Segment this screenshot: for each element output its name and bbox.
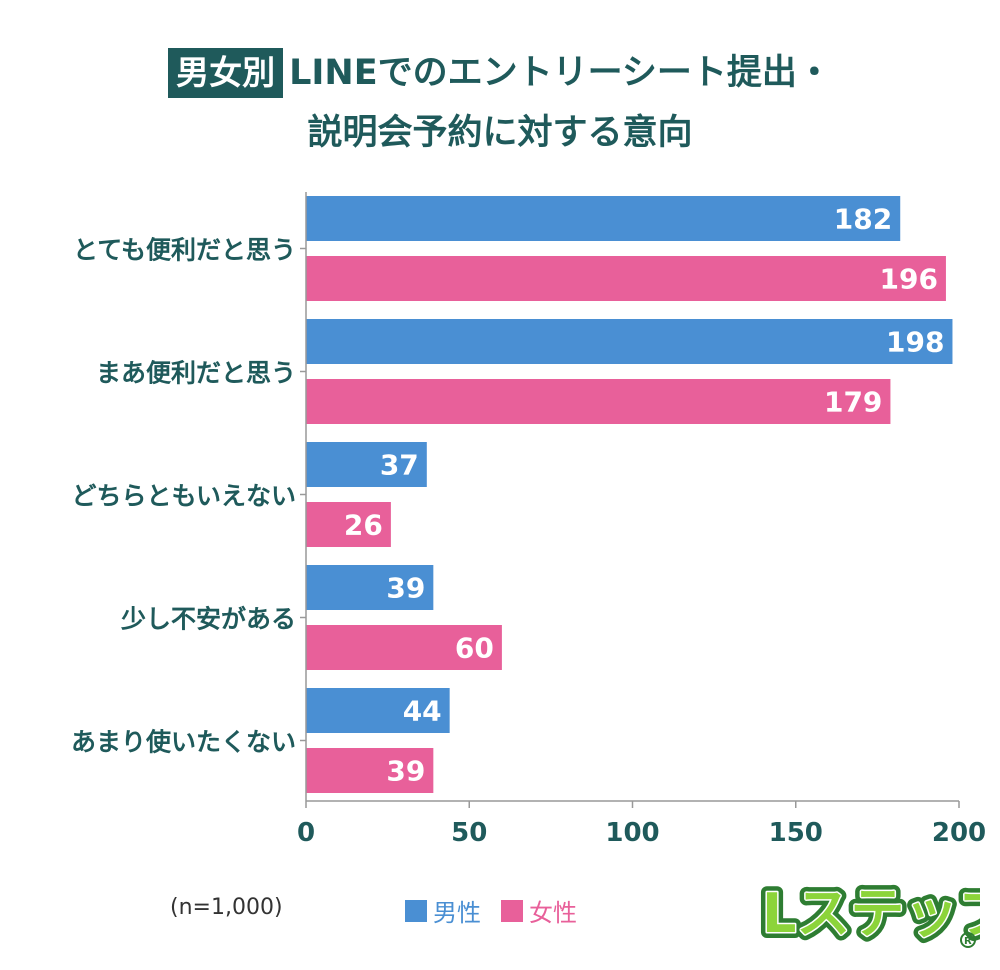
legend-swatch-female <box>501 899 523 922</box>
data-label-male-0: 182 <box>834 203 892 236</box>
data-label-male-2: 37 <box>380 449 419 482</box>
logo-text: Lステップ <box>762 882 980 945</box>
logo-outline: Lステップ <box>762 882 980 945</box>
x-tick-label-0: 0 <box>297 818 315 848</box>
lstep-logo: Lステップ Lステップ R <box>758 876 980 950</box>
x-tick-label-1: 50 <box>451 818 487 848</box>
category-label-1: まあ便利だと思う <box>96 359 296 388</box>
legend-swatch-male <box>405 899 427 922</box>
x-tick-label-4: 200 <box>932 818 986 848</box>
category-label-4: あまり使いたくない <box>71 728 296 757</box>
data-label-female-4: 39 <box>386 755 425 788</box>
data-label-male-1: 198 <box>886 326 944 359</box>
category-label-3: 少し不安がある <box>120 605 296 634</box>
category-label-2: どちらともいえない <box>71 482 296 511</box>
sample-size-note: (n=1,000) <box>170 895 283 920</box>
category-label-0: とても便利だと思う <box>73 236 296 265</box>
data-label-male-3: 39 <box>386 572 425 605</box>
data-label-female-2: 26 <box>344 509 383 542</box>
bar-female-2 <box>306 502 391 547</box>
legend-label-male: 男性 <box>433 899 481 927</box>
registered-mark-icon <box>960 932 976 948</box>
bar-male-3 <box>306 565 434 610</box>
chart-title-line-2: 説明会予約に対する意向 <box>307 113 693 153</box>
bar-female-1 <box>306 379 891 424</box>
data-label-female-0: 196 <box>879 263 937 296</box>
legend: 男性 女性 <box>405 893 597 928</box>
x-tick-label-3: 150 <box>769 818 823 848</box>
bar-female-0 <box>306 256 946 301</box>
bar-female-4 <box>306 748 434 793</box>
bar-male-0 <box>306 196 901 241</box>
legend-item-female: 女性 <box>501 893 577 928</box>
x-tick-label-2: 100 <box>605 818 659 848</box>
data-label-female-1: 179 <box>824 386 882 419</box>
bar-female-3 <box>306 625 502 670</box>
bar-male-2 <box>306 442 427 487</box>
bar-male-1 <box>306 319 953 364</box>
title-text-1: LINEでのエントリーシート提出・ <box>289 53 832 93</box>
title-badge: 男女別 <box>168 48 284 98</box>
bar-male-4 <box>306 688 450 733</box>
legend-label-female: 女性 <box>529 899 577 927</box>
svg-text:R: R <box>964 936 972 947</box>
data-label-male-4: 44 <box>403 695 442 728</box>
chart-title-line-1: 男女別 LINEでのエントリーシート提出・ <box>0 48 1000 98</box>
legend-item-male: 男性 <box>405 893 481 928</box>
data-label-female-3: 60 <box>455 632 494 665</box>
